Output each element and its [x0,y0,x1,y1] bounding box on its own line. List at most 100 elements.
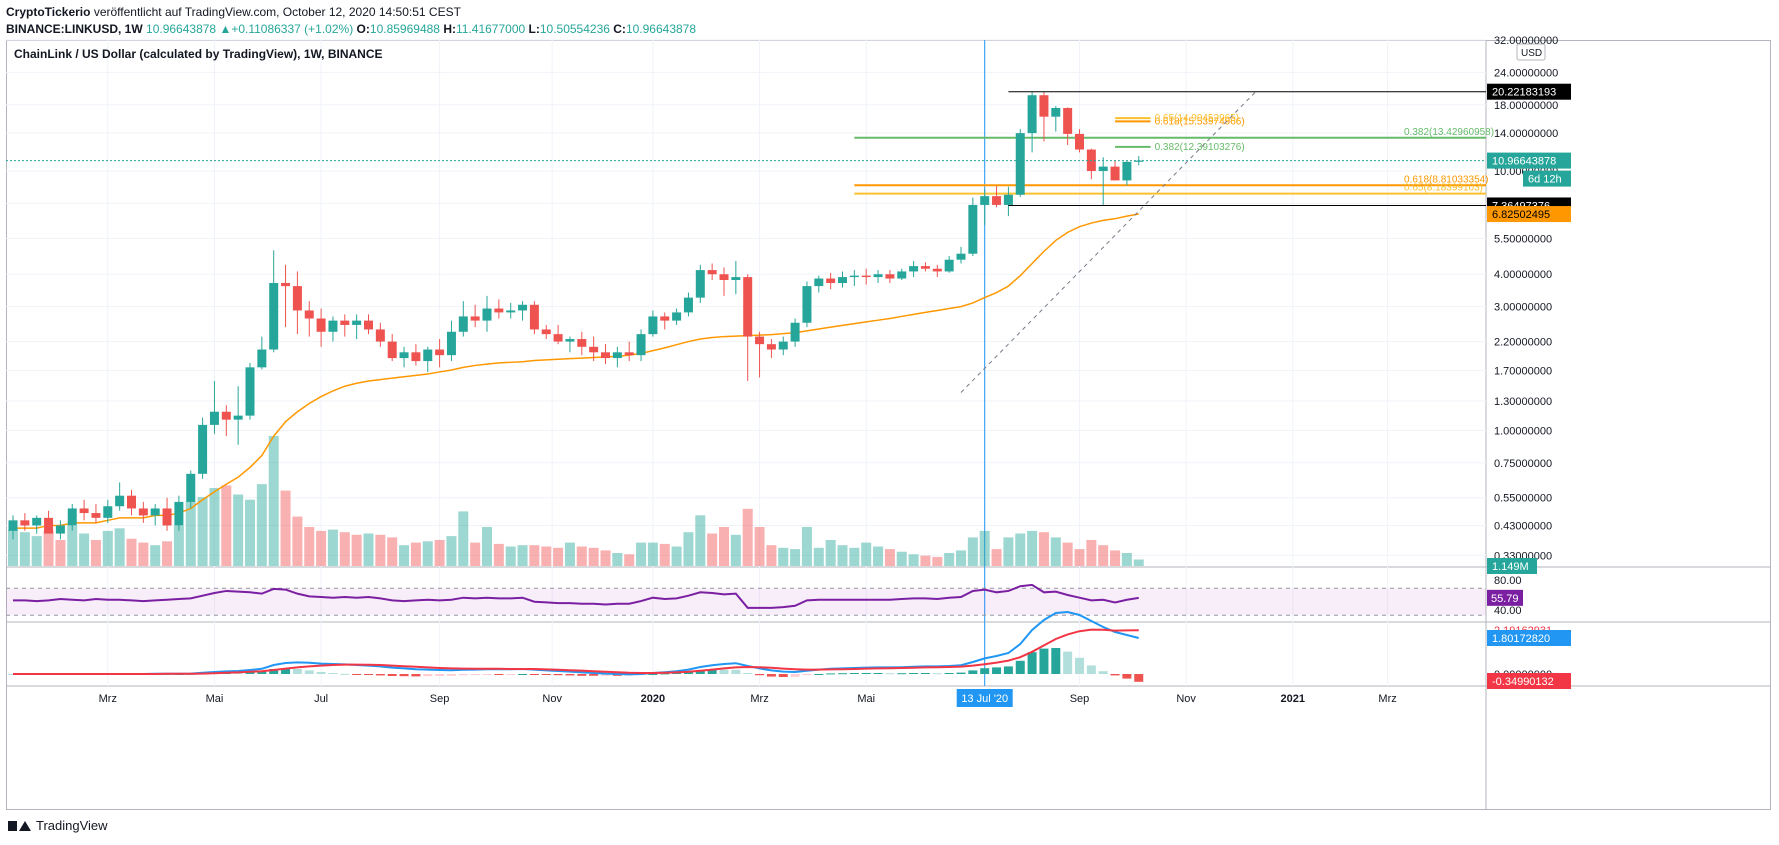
macd-histogram-bar [281,668,291,674]
fib-level-label: 0.382(13.42960958) [1404,127,1494,138]
candle-body [150,508,160,516]
volume-bar [1062,542,1073,566]
fib-level-label: 0.65(14.90452965) [1155,113,1240,124]
macd-histogram-bar [980,668,990,674]
volume-bar [470,542,481,566]
candle-body [506,310,516,313]
volume-bar [1086,540,1097,566]
tradingview-footer[interactable]: TradingView [8,818,108,833]
volume-bar [245,499,255,566]
volume-tag [1487,558,1537,574]
macd-histogram-bar [849,673,859,674]
candle-body [446,331,456,356]
candle-body [79,508,89,514]
candle-body [91,513,101,518]
volume-bar [1133,559,1144,566]
volume-bar [446,536,457,566]
macd-histogram-bar [328,673,338,674]
volume-bar [588,547,599,566]
macd-hist-tag [1487,673,1571,689]
macd-histogram-bar [340,673,350,675]
candle-body [565,339,575,342]
volume-bar [43,530,54,566]
candle-body [399,352,409,359]
volume-bar [873,546,884,566]
candle-body [470,316,480,321]
candle-body [423,349,433,362]
volume-bar [505,546,516,566]
macd-histogram-bar [470,674,480,675]
volume-bar [754,527,765,566]
candle-body [589,346,599,353]
volume-bar [529,545,540,566]
candle-body [743,277,753,337]
y-tick-label: 24.00000000 [1494,67,1558,79]
volume-bar [126,538,137,566]
volume-bar [292,516,303,566]
volume-bar [801,527,812,566]
candle-body [269,283,279,350]
macd-histogram-bar [1110,674,1120,676]
open-value: 10.85969488 [369,22,440,36]
volume-bar [150,545,161,566]
low-label: L: [528,22,540,36]
candle-body [162,508,172,526]
macd-histogram-bar [352,674,362,675]
countdown-label: 6d 12h [1528,174,1562,186]
macd-histogram-bar [541,674,551,675]
price-tag-label: 20.22183193 [1492,87,1556,99]
candle-body [245,367,255,416]
volume-bar [991,549,1002,566]
macd-histogram-bar [695,670,705,674]
candle-body [1063,107,1073,134]
candle-body [482,308,492,321]
x-tick-label: 13 Jul '20 [961,693,1008,705]
candle-body [849,275,859,278]
volume-bar [339,532,350,566]
x-tick-label: Nov [1176,693,1196,705]
volume-bar [896,551,907,566]
volume-bar [493,543,504,566]
x-tick-label: Sep [1070,693,1090,705]
macd-histogram-bar [766,674,776,677]
candle-body [328,320,338,332]
volume-bar [1015,533,1026,566]
candle-body [529,304,539,330]
candle-body [44,517,54,534]
volume-bar [55,540,66,566]
volume-bar [636,542,647,566]
macd-histogram-bar [683,671,693,674]
candle-body [55,525,65,534]
price-tag [1487,83,1571,100]
candle-body [209,411,219,425]
macd-histogram-bar [909,673,919,674]
volume-bar [1121,553,1132,566]
macd-histogram-bar [269,669,279,674]
macd-histogram-bar [885,673,895,675]
high-value: 11.41677000 [455,22,526,36]
close-label: C: [613,22,626,36]
macd-histogram-bar [399,674,409,677]
volume-bar [351,534,362,566]
volume-bar [766,545,777,566]
macd-histogram-bar [1086,665,1096,674]
fib-level-label: 0.618(15.53974966) [1155,116,1245,127]
candle-body [32,517,42,526]
x-tick-label: Jul [314,693,328,705]
currency-badge [1516,43,1546,61]
candle-body [340,320,350,325]
symbol-label[interactable]: BINANCE:LINKUSD, 1W [6,22,143,36]
macd-histogram-bar [506,674,516,675]
close-value: 10.96643878 [625,22,697,36]
macd-histogram-bar [1003,666,1013,674]
volume-bar [327,529,338,566]
volume-bar [837,545,848,566]
y-tick-label: 18.00000000 [1494,100,1558,112]
volume-bar [280,490,291,566]
macd-histogram-bar [529,674,539,675]
macd-histogram-bar [802,674,812,676]
volume-bar [482,527,492,566]
macd-histogram-bar [518,674,528,675]
candle-body [1039,95,1049,117]
